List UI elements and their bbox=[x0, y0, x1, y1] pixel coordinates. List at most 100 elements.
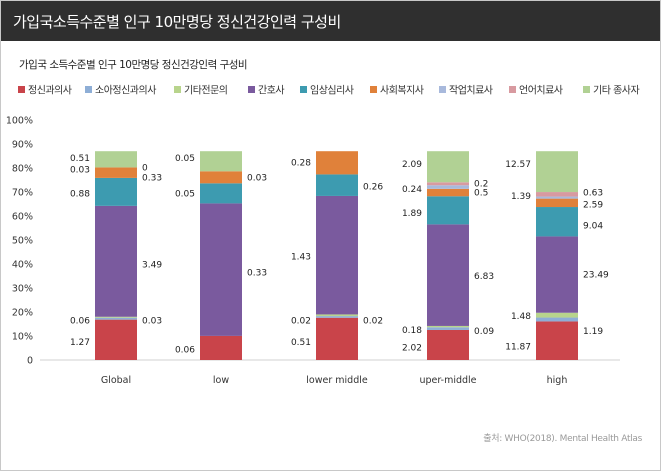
legend-label: 작업치료사 bbox=[449, 84, 493, 97]
data-label: 0.05 bbox=[175, 190, 195, 200]
data-label: 9.04 bbox=[583, 222, 603, 232]
bar-segment bbox=[95, 177, 137, 206]
data-label: 2.59 bbox=[583, 201, 603, 211]
data-label: 1.39 bbox=[511, 192, 531, 202]
bar-segment bbox=[536, 192, 578, 197]
data-label: 0 bbox=[142, 163, 148, 173]
bar-segment bbox=[316, 195, 358, 315]
data-label: 0.33 bbox=[247, 268, 267, 278]
bar-segment bbox=[427, 151, 469, 183]
y-tick-label: 100% bbox=[6, 116, 33, 127]
bar-segment bbox=[316, 314, 358, 317]
bar-segment bbox=[316, 317, 358, 360]
y-tick-label: 20% bbox=[12, 308, 33, 319]
bar-segment bbox=[427, 188, 469, 197]
data-label: 0.28 bbox=[291, 159, 311, 169]
legend-swatch bbox=[248, 86, 255, 93]
x-tick-label: uper-middle bbox=[419, 375, 476, 386]
bar-segment bbox=[427, 182, 469, 186]
legend-label: 기타 종사자 bbox=[593, 85, 639, 97]
data-label: 3.49 bbox=[142, 261, 162, 271]
data-label: 0.06 bbox=[175, 346, 195, 356]
y-tick-label: 40% bbox=[12, 260, 33, 271]
y-tick-label: 60% bbox=[12, 212, 33, 223]
source-note: 출처: WHO(2018). Mental Health Atlas bbox=[483, 434, 642, 444]
bar-segment bbox=[536, 321, 578, 360]
legend-label: 언어치료사 bbox=[519, 85, 563, 97]
y-tick-label: 50% bbox=[12, 236, 33, 247]
data-label: 0.02 bbox=[291, 316, 311, 326]
bar-segment bbox=[200, 203, 242, 336]
x-tick-label: high bbox=[547, 375, 568, 386]
data-label: 6.83 bbox=[474, 272, 494, 282]
data-label: 12.57 bbox=[505, 160, 531, 170]
data-label: 0.09 bbox=[474, 327, 494, 337]
data-label: 23.49 bbox=[583, 271, 609, 281]
data-label: 0.06 bbox=[70, 316, 90, 326]
page-title: 가입국소득수준별 인구 10만명당 정신건강인력 구성비 bbox=[13, 13, 341, 31]
bar-segment bbox=[95, 167, 137, 178]
legend-label: 소아정신과의사 bbox=[95, 85, 156, 97]
legend-swatch bbox=[509, 86, 516, 93]
data-label: 1.19 bbox=[583, 327, 603, 337]
bar-segment bbox=[536, 207, 578, 237]
y-tick-label: 90% bbox=[12, 140, 33, 151]
bar-segment bbox=[427, 329, 469, 360]
chart-title: 가입국 소득수준별 인구 10만명당 정신건강인력 구성비 bbox=[19, 59, 248, 71]
data-label: 0.2 bbox=[474, 180, 488, 190]
bar-segment bbox=[95, 316, 137, 318]
y-tick-label: 30% bbox=[12, 284, 33, 295]
data-label: 0.24 bbox=[402, 185, 422, 195]
data-label: 0.88 bbox=[70, 190, 90, 200]
bar-segment bbox=[427, 196, 469, 225]
bar-segment bbox=[536, 312, 578, 318]
bar-segment bbox=[316, 174, 358, 196]
bar-segment bbox=[95, 205, 137, 317]
data-label: 0.51 bbox=[70, 154, 90, 164]
legend-swatch bbox=[300, 86, 307, 93]
bar-segment bbox=[427, 224, 469, 326]
data-label: 0.03 bbox=[247, 173, 267, 183]
y-tick-label: 70% bbox=[12, 188, 33, 199]
bar-segment bbox=[536, 317, 578, 322]
bar-segment bbox=[95, 319, 137, 360]
data-label: 2.02 bbox=[402, 344, 422, 354]
data-label: 1.89 bbox=[402, 209, 422, 219]
bar-segment bbox=[95, 151, 137, 168]
data-label: 1.48 bbox=[511, 312, 531, 322]
y-tick-label: 10% bbox=[12, 332, 33, 343]
data-label: 0.63 bbox=[583, 189, 603, 199]
bar-segment bbox=[536, 198, 578, 208]
x-tick-label: Global bbox=[101, 375, 131, 386]
bar-segment bbox=[316, 151, 358, 175]
bar-segment bbox=[427, 327, 469, 330]
bar-segment bbox=[200, 151, 242, 172]
legend-swatch bbox=[174, 86, 181, 93]
legend-swatch bbox=[85, 86, 92, 93]
data-label: 0.03 bbox=[142, 316, 162, 326]
data-label: 1.43 bbox=[291, 252, 311, 262]
data-label: 0.03 bbox=[70, 166, 90, 176]
bar-segment bbox=[536, 196, 578, 199]
legend-swatch bbox=[439, 86, 446, 93]
bar-segment bbox=[95, 317, 137, 320]
page-header: 가입국소득수준별 인구 10만명당 정신건강인력 구성비 bbox=[1, 1, 660, 41]
y-tick-label: 0 bbox=[27, 356, 33, 367]
data-label: 2.09 bbox=[402, 160, 422, 170]
legend-label: 간호사 bbox=[258, 85, 284, 97]
legend-label: 정신과의사 bbox=[28, 85, 72, 97]
x-tick-label: low bbox=[213, 375, 229, 386]
legend-swatch bbox=[18, 86, 25, 93]
bar-segment bbox=[316, 316, 358, 318]
data-label: 0.18 bbox=[402, 326, 422, 336]
bar-segment bbox=[536, 151, 578, 193]
legend-swatch bbox=[370, 86, 377, 93]
bar-segment bbox=[427, 325, 469, 328]
data-label: 0.02 bbox=[363, 316, 383, 326]
bar-segment bbox=[200, 183, 242, 204]
data-label: 0.05 bbox=[175, 154, 195, 164]
bar-segment bbox=[200, 171, 242, 184]
bar-segment bbox=[536, 236, 578, 313]
data-label: 0.51 bbox=[291, 338, 311, 348]
